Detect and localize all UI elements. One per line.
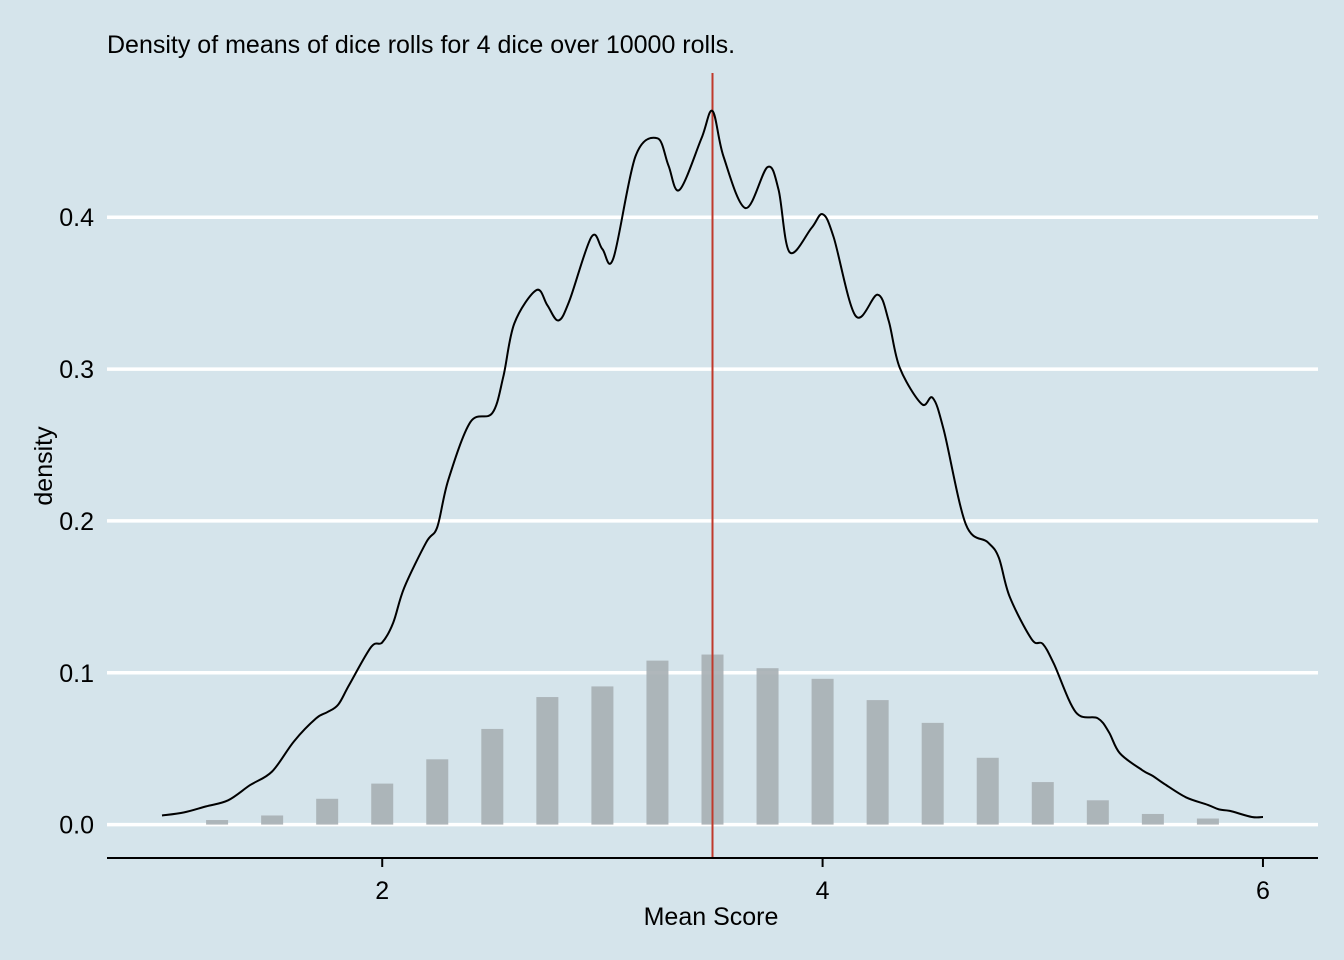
histogram-bar — [426, 759, 449, 825]
density-curve — [161, 109, 1264, 819]
histogram-bar — [866, 700, 889, 825]
histogram-bar — [646, 660, 669, 825]
histogram-bar — [591, 686, 614, 825]
histogram-bar — [1086, 800, 1109, 825]
x-axis: 2 4 6 — [107, 857, 1318, 905]
histogram-bar — [316, 798, 339, 825]
y-tick-label: 0.4 — [59, 204, 94, 232]
x-tick-label: 6 — [1256, 877, 1270, 905]
histogram-bar — [481, 728, 504, 825]
x-tick-label: 4 — [816, 877, 830, 905]
y-tick-label: 0.1 — [59, 660, 94, 688]
y-tick-label: 0.2 — [59, 508, 94, 536]
histogram-bar — [261, 815, 284, 825]
histogram-bar — [206, 820, 229, 825]
x-axis-title: Mean Score — [644, 903, 779, 931]
histogram-bar — [371, 783, 394, 825]
histogram-bar — [976, 757, 999, 825]
histogram-bar — [536, 697, 559, 825]
histogram-bar — [756, 668, 779, 825]
histogram-bar — [811, 678, 834, 825]
density-curve-group — [161, 109, 1264, 819]
y-tick-label: 0.3 — [59, 356, 94, 384]
y-axis-ticks: 0.0 0.1 0.2 0.3 0.4 — [59, 204, 94, 839]
histogram-bar — [1031, 782, 1054, 825]
chart-title: Density of means of dice rolls for 4 dic… — [107, 31, 735, 59]
histogram-bar — [1196, 818, 1219, 825]
histogram-bar — [921, 722, 944, 825]
y-tick-label: 0.0 — [59, 812, 94, 840]
y-axis-title: density — [30, 426, 58, 506]
x-tick-label: 2 — [375, 877, 389, 905]
histogram-bar — [1141, 813, 1164, 825]
